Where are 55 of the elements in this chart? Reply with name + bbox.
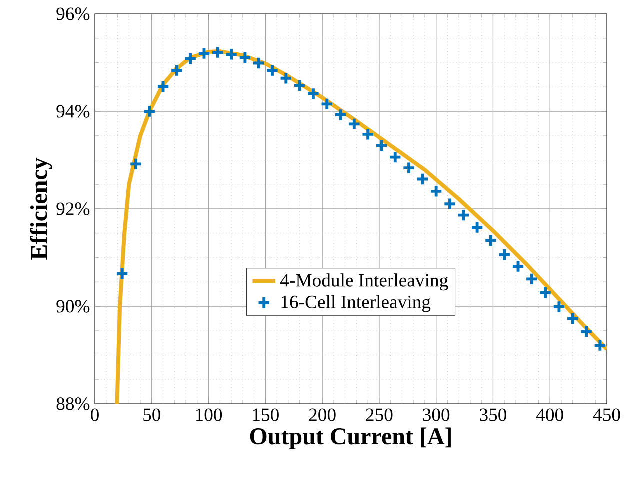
point [552, 300, 566, 314]
point [197, 46, 212, 60]
y-tick-label: 88% [56, 398, 90, 410]
point [306, 87, 320, 101]
x-tick-label: 300 [423, 408, 450, 422]
point [580, 325, 594, 339]
point [593, 338, 607, 352]
point [511, 260, 526, 274]
point [293, 78, 307, 92]
y-tick-label: 94% [56, 105, 90, 118]
point [170, 64, 184, 78]
point [184, 52, 198, 66]
point [129, 157, 143, 171]
x-tick-label: 200 [309, 408, 336, 422]
x-tick-label: 100 [196, 408, 222, 422]
y-axis-title: Efficiency [30, 158, 52, 260]
point [538, 286, 552, 300]
y-tick-label: 90% [56, 300, 90, 313]
point [116, 267, 130, 281]
x-axis-title: Output Current [A] [250, 428, 451, 450]
point [320, 97, 334, 111]
point [430, 184, 444, 198]
point [402, 161, 416, 175]
x-tick-label: 450 [593, 408, 620, 422]
point [374, 138, 389, 152]
point [238, 51, 252, 65]
point [443, 197, 457, 211]
point [566, 312, 580, 326]
y-tick-label: 96% [56, 8, 90, 20]
point [279, 72, 293, 86]
x-tick-label: 0 [91, 408, 99, 422]
point [456, 208, 470, 222]
legend-label: 4-Module Interleaving [280, 274, 448, 291]
point [252, 56, 266, 70]
x-tick-label: 400 [536, 408, 564, 422]
x-tick-label: 150 [253, 408, 279, 422]
point [388, 150, 402, 164]
point [211, 46, 225, 60]
x-tick-label: 250 [366, 408, 393, 422]
point [361, 128, 375, 142]
point [142, 104, 156, 118]
point [416, 172, 430, 186]
point [266, 64, 280, 78]
point [334, 108, 348, 122]
point [156, 80, 170, 94]
point [484, 234, 498, 248]
y-tick-label: 92% [56, 202, 90, 216]
point [470, 220, 484, 234]
point [348, 117, 362, 131]
legend-label: 16-Cell Interleaving [282, 295, 431, 312]
x-tick-label: 50 [144, 408, 161, 422]
x-tick-label: 350 [480, 408, 507, 422]
point [224, 48, 238, 62]
point [525, 272, 539, 286]
point [498, 248, 512, 262]
